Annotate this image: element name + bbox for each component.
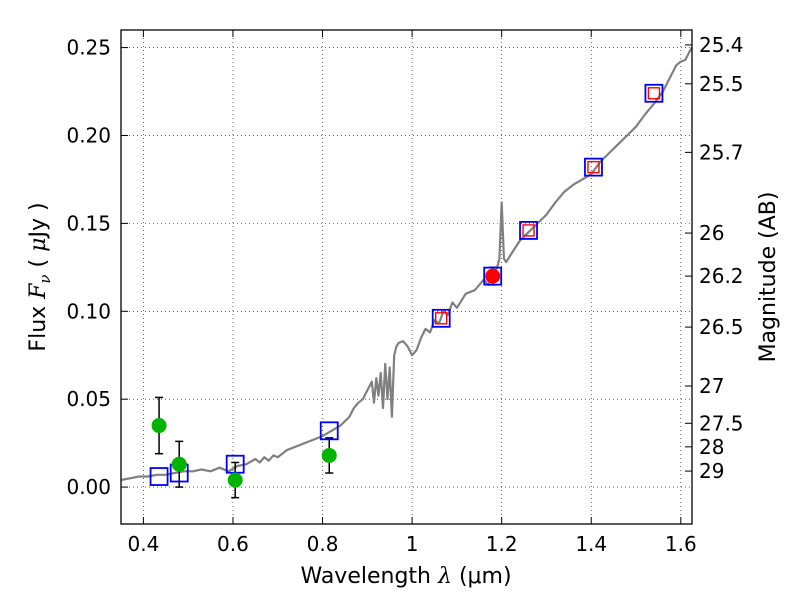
x-axis-label: Wavelength λ (μm): [300, 564, 511, 589]
circle-marker: [171, 456, 187, 472]
spectrum-line: [120, 47, 693, 482]
y-tick-label: 0.10: [66, 299, 111, 323]
y-tick-label: 0.15: [66, 211, 111, 235]
y-tick-labels: 0.00 0.05 0.10 0.15 0.20 0.25: [66, 36, 111, 500]
square-marker: [644, 83, 664, 103]
y2-tick-label: 26: [699, 221, 724, 245]
y2-tick-label: 25.5: [699, 72, 744, 96]
y-axis-label: Flux Fν ( μJy ): [26, 202, 54, 351]
x-tick-label: 1.2: [486, 532, 518, 556]
y2-tick-label: 25.7: [699, 140, 744, 164]
model-spectrum: [120, 47, 693, 482]
square-marker: [522, 224, 535, 237]
x-tick-label: 0.6: [217, 532, 249, 556]
x-tick-label: 0.8: [307, 532, 339, 556]
y2-tick-label: 27: [699, 374, 724, 398]
y-tick-label: 0.05: [66, 387, 111, 411]
y2-axis-label: Magnitude (AB): [756, 192, 781, 363]
y2-tick-label: 29: [699, 459, 724, 483]
y2-tick-label: 26.2: [699, 264, 744, 288]
square-marker: [584, 157, 603, 177]
circle-marker: [321, 447, 337, 463]
y2-tick-label: 28: [699, 435, 724, 459]
y2-tick-label: 25.4: [699, 33, 744, 57]
square-marker: [435, 312, 448, 325]
square-marker: [483, 266, 503, 286]
y2-tick-label: 27.5: [699, 411, 744, 435]
y-tick-label: 0.20: [66, 123, 111, 147]
x-tick-label: 1.6: [665, 532, 697, 556]
y2-tick-label: 26.5: [699, 315, 744, 339]
x-tick-label: 1.4: [575, 532, 607, 556]
plot-frame: [120, 29, 693, 525]
x-tick-label: 0.4: [127, 532, 159, 556]
square-marker: [431, 308, 451, 328]
y-tick-label: 0.25: [66, 36, 111, 60]
y-tick-label: 0.00: [66, 475, 111, 499]
square-marker: [519, 221, 538, 240]
square-marker: [319, 421, 339, 441]
square-marker: [647, 87, 661, 100]
circle-marker: [227, 472, 243, 488]
x-tick-label: 1: [406, 532, 419, 556]
plot-area: [121, 30, 692, 524]
square-marker: [587, 160, 600, 174]
axis-ticks: [121, 30, 692, 524]
square-marker: [149, 467, 169, 486]
circle-marker: [151, 418, 167, 434]
x-tick-labels: 0.4 0.6 0.8 1 1.2 1.4 1.6: [127, 532, 696, 556]
data-markers: [149, 83, 664, 488]
circle-marker: [485, 268, 501, 284]
